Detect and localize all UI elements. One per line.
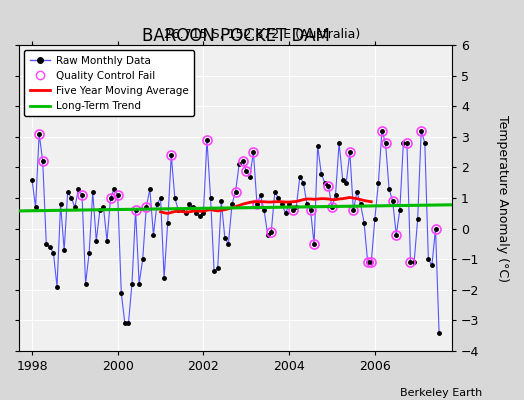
Text: 26.715 S, 152.872 E (Australia): 26.715 S, 152.872 E (Australia) xyxy=(164,28,360,41)
Y-axis label: Temperature Anomaly (°C): Temperature Anomaly (°C) xyxy=(496,114,509,282)
Legend: Raw Monthly Data, Quality Control Fail, Five Year Moving Average, Long-Term Tren: Raw Monthly Data, Quality Control Fail, … xyxy=(25,50,193,116)
Text: Berkeley Earth: Berkeley Earth xyxy=(400,388,482,398)
Title: BAROON POCKET DAM: BAROON POCKET DAM xyxy=(141,27,330,45)
